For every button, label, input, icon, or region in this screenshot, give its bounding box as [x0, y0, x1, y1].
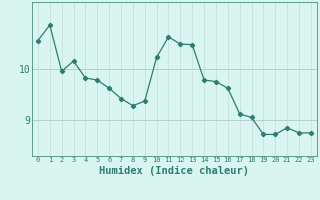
X-axis label: Humidex (Indice chaleur): Humidex (Indice chaleur) — [100, 166, 249, 176]
